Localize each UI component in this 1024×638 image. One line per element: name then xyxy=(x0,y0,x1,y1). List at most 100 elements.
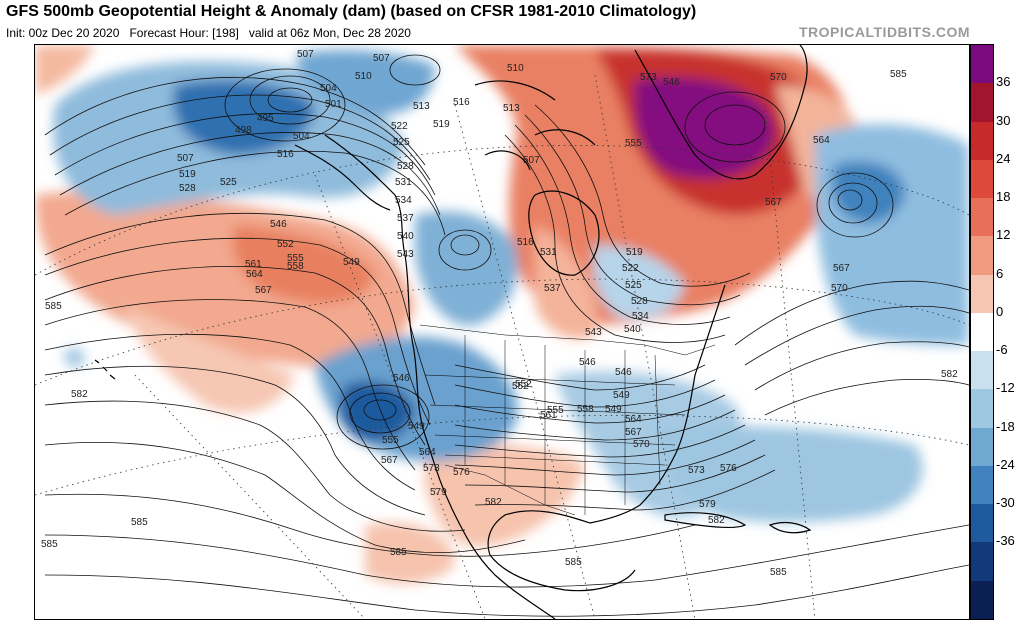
colorbar-tick-label: 12 xyxy=(996,227,1011,243)
contour-label: 582 xyxy=(708,515,725,526)
colorbar-segment xyxy=(971,542,993,582)
contour-low-bc xyxy=(450,234,480,256)
contour-label: 564 xyxy=(246,269,263,280)
contour-line xyxy=(44,400,466,532)
map-title: GFS 500mb Geopotential Height & Anomaly … xyxy=(6,3,697,20)
contour-line xyxy=(454,424,746,458)
height-contours xyxy=(44,54,969,617)
colorbar-segment xyxy=(971,351,993,390)
contour-label: 567 xyxy=(765,197,782,208)
contour-label: 516 xyxy=(453,97,470,108)
contour-label: 582 xyxy=(485,497,502,508)
contour-line xyxy=(44,237,431,426)
colorbar-segment xyxy=(971,427,993,467)
hawaii-islands xyxy=(94,359,116,380)
contour-label: 546 xyxy=(663,77,680,88)
east-coast xyxy=(589,284,726,524)
contour-label: 573 xyxy=(640,72,657,83)
contour-label: 543 xyxy=(585,327,602,338)
cool-anomaly-alaska-core xyxy=(173,80,315,155)
contour-label: 585 xyxy=(770,567,787,578)
contour-label: 579 xyxy=(430,487,447,498)
warm-anomaly-greenland-core xyxy=(634,77,775,179)
contour-label: 579 xyxy=(699,499,716,510)
contour-label: 546 xyxy=(579,357,596,368)
contour-label: 528 xyxy=(397,161,414,172)
contour-label: 537 xyxy=(397,213,414,224)
contour-label: 555 xyxy=(625,138,642,149)
contour-label: 564 xyxy=(625,414,642,425)
colorbar-tick-label: -36 xyxy=(996,533,1015,549)
colorbar-tick-label: 30 xyxy=(996,112,1011,128)
longitude-line xyxy=(314,174,486,619)
contour-line xyxy=(44,365,426,516)
map-canvas: 507 5075105045014984955045075195285255165… xyxy=(35,45,969,619)
contour-label: 549 xyxy=(408,421,425,432)
contour-label: 516 xyxy=(277,149,294,160)
cool-anomaly-caribbean xyxy=(655,425,923,523)
us-mexico-border xyxy=(444,464,576,516)
map-panel: 507 507 510 504 501 498 495 504 507 519 528 525 516 5… xyxy=(34,44,970,620)
contour-label: 513 xyxy=(413,101,430,112)
contour-label: 507 xyxy=(177,153,194,164)
contour-label: 534 xyxy=(632,311,649,322)
contour-label: 537 xyxy=(544,283,561,294)
contour-label: 549 xyxy=(343,257,360,268)
contour-low-atlantic xyxy=(828,182,878,224)
contour-label: 567 xyxy=(625,427,642,438)
contour-line xyxy=(474,469,776,511)
contour-label: 516 xyxy=(517,237,534,248)
contour-label: 531 xyxy=(540,247,557,258)
contour-label: 540 xyxy=(624,324,641,335)
contour-label: 525 xyxy=(625,280,642,291)
contour-label: 570 xyxy=(831,283,848,294)
cool-anomaly-hawaii xyxy=(65,348,85,368)
contour-label: 528 xyxy=(179,183,196,194)
contour-label: 555 xyxy=(382,435,399,446)
colorbar-segment xyxy=(971,121,993,161)
contour-line xyxy=(454,439,756,476)
contour-label: 513 xyxy=(503,103,520,114)
colorbar-tick-label: 6 xyxy=(996,265,1004,281)
contour-label: 507 xyxy=(297,49,314,60)
contour-label: 546 xyxy=(393,373,410,384)
colorbar-segment xyxy=(971,45,993,84)
cuba xyxy=(664,512,747,529)
colorbar-segment xyxy=(971,580,993,620)
valid-time: valid at 06z Mon, Dec 28 2020 xyxy=(248,26,411,40)
contour-low-alaska xyxy=(267,87,313,113)
cool-anomaly-atlantic-core xyxy=(832,161,905,224)
credit-watermark: TROPICALTIDBITS.COM xyxy=(798,24,970,40)
contour-label: 510 xyxy=(507,63,524,74)
colorbar-tick-label: -24 xyxy=(996,456,1015,472)
colorbar-segment xyxy=(971,389,993,429)
contour-high-greenland xyxy=(704,104,766,146)
contour-line xyxy=(44,493,696,557)
contour-label: 495 xyxy=(257,113,274,124)
contour-label: 564 xyxy=(419,447,436,458)
contour-line xyxy=(504,134,726,343)
cool-anomaly-atlantic xyxy=(815,124,969,345)
contour-line xyxy=(44,333,416,491)
warm-anomaly-southwest-pacific xyxy=(125,305,295,414)
contour-label: 576 xyxy=(453,467,470,478)
contour-line xyxy=(534,104,751,287)
warm-anomaly-hudson-edge xyxy=(535,225,597,339)
contour-line xyxy=(764,378,969,416)
contour-line xyxy=(454,394,726,424)
contour-label: 570 xyxy=(633,439,650,450)
contour-label: 540 xyxy=(397,231,414,242)
warm-anomaly-northwest xyxy=(35,45,95,95)
contour-low-atlantic xyxy=(837,189,863,211)
colorbar-tick-label: -30 xyxy=(996,495,1015,511)
contour-line xyxy=(44,299,416,471)
contour-line xyxy=(44,212,436,406)
contour-line xyxy=(744,305,969,366)
contour-label: 519 xyxy=(179,169,196,180)
anomaly-shading xyxy=(35,45,969,584)
colorbar-segment xyxy=(971,274,993,314)
hudson-bay xyxy=(528,190,600,276)
contour-label: 525 xyxy=(220,177,237,188)
state-line xyxy=(424,374,686,466)
contour-low-california xyxy=(336,384,430,450)
